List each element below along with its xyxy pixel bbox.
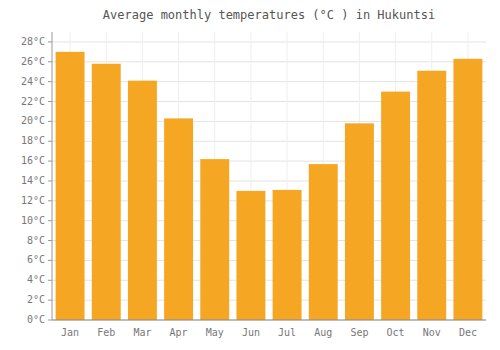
y-tick (48, 200, 52, 201)
y-tick (48, 260, 52, 261)
x-tick-label: Apr (170, 327, 188, 338)
y-tick (48, 81, 52, 82)
x-tick-label: Jun (242, 327, 260, 338)
bar (164, 118, 193, 320)
background (0, 0, 500, 350)
y-tick-label: 8°C (27, 235, 45, 246)
x-tick-label: Dec (459, 327, 477, 338)
grid (52, 32, 486, 320)
axes: 0°C 2°C 4°C 6°C 8°C 10°C 12°C 14°C 16°C 18°C 20°C 2… (21, 32, 486, 338)
y-tick (48, 320, 52, 321)
y-tick-label: 24°C (21, 76, 45, 87)
y-tick-label: 20°C (21, 115, 45, 126)
bar (128, 81, 157, 320)
bar (56, 52, 85, 320)
y-tick (48, 61, 52, 62)
y-axis-line (52, 32, 53, 320)
x-tick-label: Sep (350, 327, 368, 338)
y-tick (48, 240, 52, 241)
chart-svg: 0°C 2°C 4°C 6°C 8°C 10°C 12°C 14°C 16°C 18°C 20°C 2… (0, 0, 500, 350)
x-tick-label: Jan (61, 327, 79, 338)
bar (92, 64, 121, 320)
y-tick (48, 161, 52, 162)
y-tick (48, 141, 52, 142)
bar (453, 59, 482, 320)
x-tick-label: Aug (314, 327, 332, 338)
bar (236, 191, 265, 320)
x-axis-line (52, 320, 486, 321)
y-grid-line (52, 41, 486, 42)
y-tick (48, 121, 52, 122)
y-tick-label: 18°C (21, 135, 45, 146)
chart-container: 0°C 2°C 4°C 6°C 8°C 10°C 12°C 14°C 16°C 18°C 20°C 2… (0, 0, 500, 350)
x-tick-label: Jul (278, 327, 296, 338)
y-tick-label: 2°C (27, 294, 45, 305)
y-grid-line (52, 61, 486, 62)
y-tick-label: 26°C (21, 56, 45, 67)
y-tick-label: 0°C (27, 314, 45, 325)
y-tick-label: 4°C (27, 274, 45, 285)
y-tick (48, 41, 52, 42)
y-tick-label: 10°C (21, 215, 45, 226)
x-tick-label: Mar (133, 327, 151, 338)
bar (273, 190, 302, 320)
y-tick (48, 300, 52, 301)
chart-title: Average monthly temperatures (°C ) in Hu… (103, 8, 435, 22)
bar (417, 71, 446, 320)
y-grid-line (52, 320, 486, 321)
bars (56, 52, 483, 320)
bar (345, 123, 374, 320)
y-tick-label: 6°C (27, 254, 45, 265)
y-tick-label: 16°C (21, 155, 45, 166)
y-tick-label: 12°C (21, 195, 45, 206)
bar (200, 159, 229, 320)
x-tick-label: Nov (423, 327, 441, 338)
bar (381, 92, 410, 320)
y-tick-label: 14°C (21, 175, 45, 186)
x-tick-label: Oct (387, 327, 405, 338)
y-tick (48, 180, 52, 181)
y-tick-label: 22°C (21, 96, 45, 107)
y-tick (48, 280, 52, 281)
x-tick-label: May (206, 327, 224, 338)
y-tick (48, 101, 52, 102)
x-tick-label: Feb (97, 327, 115, 338)
bar (309, 164, 338, 320)
y-tick-label: 28°C (21, 36, 45, 47)
y-tick (48, 220, 52, 221)
